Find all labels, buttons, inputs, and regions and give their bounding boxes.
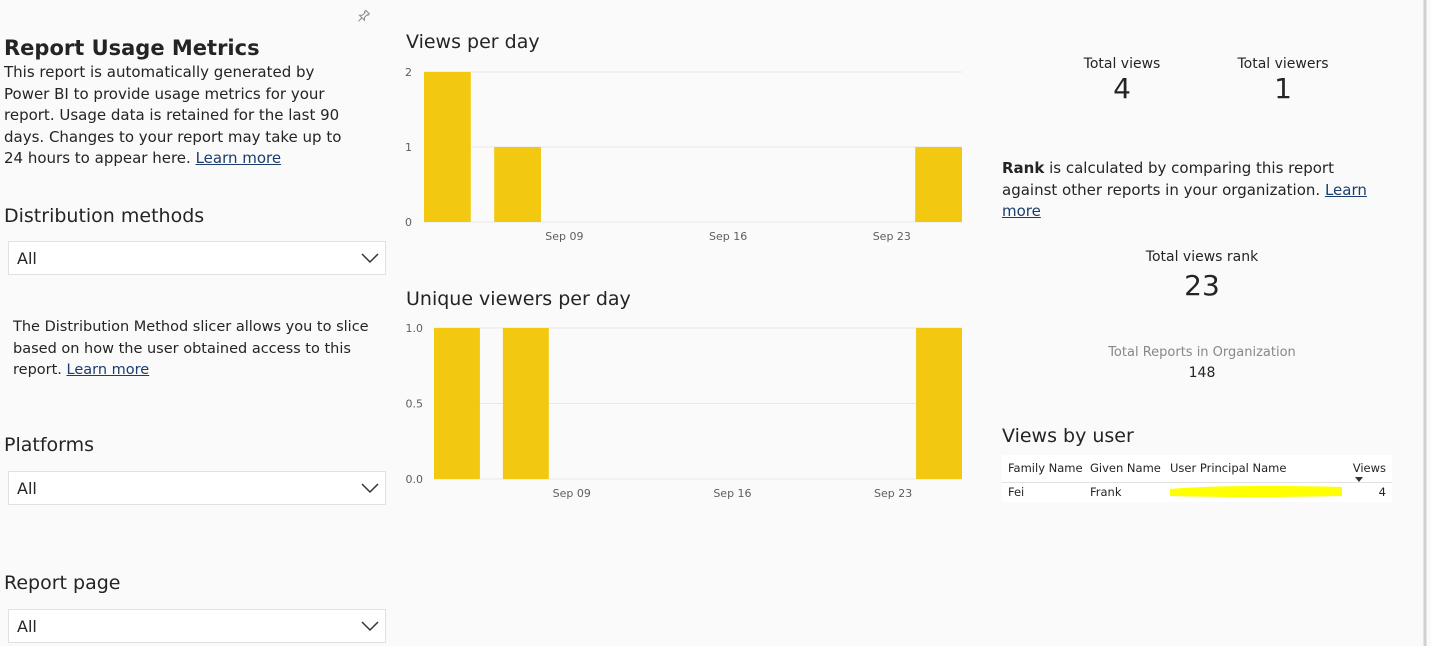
y-tick-label: 1 — [405, 141, 412, 154]
chart-title: Views per day — [406, 31, 540, 53]
cell: Frank — [1090, 485, 1122, 500]
slicer-label: Distribution methods — [4, 205, 205, 227]
slicer-note-text: The Distribution Method slicer allows yo… — [13, 319, 369, 378]
chevron — [361, 253, 379, 264]
card: Total Reports in Organization 148 — [1082, 345, 1322, 381]
rank-bold: Rank — [1002, 159, 1045, 177]
header-row: Family Name Given Name User Principal Na… — [1002, 455, 1392, 482]
x-tick-label: Sep 23 — [873, 230, 911, 243]
chevron — [361, 621, 379, 632]
card: Total views 4 — [1062, 56, 1182, 105]
x-tick-label: Sep 09 — [553, 487, 591, 500]
y-tick-label: 1.0 — [406, 322, 424, 335]
card-value: 4 — [1113, 72, 1131, 105]
cell: 4 — [1378, 485, 1386, 500]
slicer-label: Platforms — [4, 434, 95, 456]
x-tick-label: Sep 23 — [874, 487, 912, 500]
slicer-dropdown[interactable]: All — [8, 241, 386, 275]
col-header[interactable]: Family Name — [1008, 461, 1083, 476]
learn-more-link[interactable]: Learn more — [66, 362, 150, 378]
cell: Fei — [1008, 485, 1025, 500]
card-label: Total views rank — [1145, 249, 1259, 265]
report-title: Report Usage Metrics — [4, 36, 260, 60]
learn-more-link[interactable]: Learn more — [195, 149, 282, 167]
intro-text: This report is automatically generated b… — [4, 63, 342, 167]
rank-text: is calculated by comparing this report a… — [1002, 159, 1334, 199]
slicer-value: All — [17, 617, 37, 636]
chevron — [361, 483, 379, 494]
sidebar: Report Usage Metrics This report is auto… — [4, 36, 364, 170]
card-value: 148 — [1188, 365, 1216, 381]
slicer-note: The Distribution Method slicer allows yo… — [13, 317, 373, 382]
col-header[interactable]: Given Name — [1090, 461, 1161, 476]
intro: This report is automatically generated b… — [4, 62, 364, 170]
learn-more-link[interactable]: Learn more — [1002, 180, 1367, 221]
y-tick-label: 2 — [405, 66, 412, 79]
highlight — [1170, 485, 1342, 497]
col-header-text: Views — [1352, 461, 1386, 476]
y-tick-label: 0.5 — [406, 398, 424, 411]
bar — [502, 328, 549, 479]
card-label: Total Reports in Organization — [1108, 345, 1296, 360]
chart-title: Unique viewers per day — [406, 288, 631, 310]
card-label: Total views — [1083, 56, 1161, 72]
card: Total views rank 23 — [1102, 249, 1302, 302]
col-header[interactable]: User Principal Name — [1170, 461, 1287, 476]
rank-note: Rank is calculated by comparing this rep… — [1002, 158, 1382, 223]
x-tick-label: Sep 16 — [709, 230, 747, 243]
card-value: 23 — [1184, 269, 1220, 302]
bar — [424, 72, 471, 222]
y-tick-label: 0.0 — [406, 473, 424, 486]
table: Family Name Given Name User Principal Na… — [1002, 455, 1392, 502]
bar — [915, 147, 962, 222]
slicer-dropdown[interactable]: All — [8, 609, 386, 643]
y-tick-label: 0 — [405, 216, 412, 229]
cell-redacted — [1166, 482, 1351, 502]
slicer-value: All — [17, 249, 37, 268]
x-tick-label: Sep 09 — [545, 230, 583, 243]
table-box: Family Name Given Name User Principal Na… — [1002, 455, 1392, 502]
sort-arrow — [1354, 476, 1363, 482]
col-header[interactable]: Views — [1351, 455, 1392, 482]
row: Fei Frank 4 — [1002, 482, 1392, 502]
card-label: Total viewers — [1237, 56, 1329, 72]
card: Total viewers 1 — [1222, 56, 1344, 105]
bar — [494, 147, 541, 222]
x-tick-label: Sep 16 — [713, 487, 751, 500]
slicer-value: All — [17, 479, 37, 498]
pin-icon[interactable] — [356, 9, 371, 24]
slicer-label: Report page — [4, 572, 121, 594]
card-value: 1 — [1274, 72, 1292, 105]
slicer-dropdown[interactable]: All — [8, 471, 386, 505]
table-title: Views by user — [1002, 425, 1134, 447]
bar — [434, 328, 480, 479]
bar — [916, 328, 962, 479]
